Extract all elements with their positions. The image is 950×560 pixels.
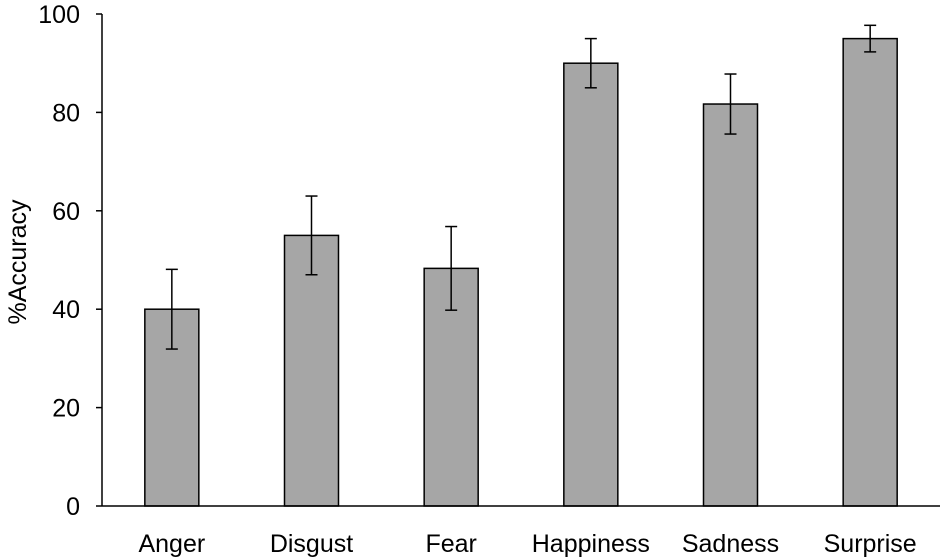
error-bar-surprise <box>864 24 877 53</box>
x-tick-label-surprise: Surprise <box>824 530 917 558</box>
bar-surprise <box>842 37 898 507</box>
x-tick-label-anger: Anger <box>138 530 205 558</box>
error-bar-anger <box>165 268 178 350</box>
y-tick-label: 60 <box>52 198 80 226</box>
y-tick-label: 40 <box>52 296 80 324</box>
y-tick-label: 100 <box>38 1 80 29</box>
error-bar-happiness <box>584 37 597 89</box>
bar-disgust <box>283 234 340 507</box>
y-tick-label: 0 <box>66 493 80 521</box>
error-bars <box>165 24 877 350</box>
y-axis-title: %Accuracy <box>4 199 32 325</box>
y-axis-ticks: 0 20 40 60 80 100 <box>38 1 102 521</box>
y-tick-label: 20 <box>52 395 80 423</box>
x-axis-ticks: Anger Disgust Fear Happiness Sadness Surprise <box>138 530 916 558</box>
error-bar-sadness <box>724 73 737 135</box>
x-tick-label-fear: Fear <box>425 530 476 558</box>
bars <box>144 37 898 507</box>
error-bar-fear <box>445 225 458 311</box>
bar-happiness <box>563 62 619 507</box>
y-tick-label: 80 <box>52 99 80 127</box>
x-tick-label-disgust: Disgust <box>270 530 353 558</box>
bar-sadness <box>702 103 759 507</box>
x-tick-label-happiness: Happiness <box>532 530 650 558</box>
x-tick-label-sadness: Sadness <box>682 530 779 558</box>
axes <box>101 14 940 507</box>
error-bar-disgust <box>305 195 318 276</box>
